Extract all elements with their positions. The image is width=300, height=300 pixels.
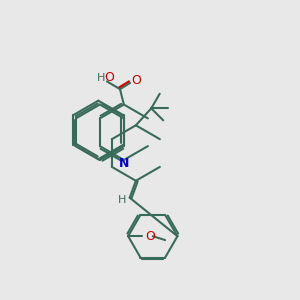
Text: H: H <box>97 73 105 82</box>
Text: H: H <box>118 195 126 205</box>
Text: O: O <box>146 230 155 243</box>
Text: O: O <box>131 74 141 87</box>
Text: O: O <box>104 71 114 84</box>
Text: N: N <box>119 157 129 169</box>
